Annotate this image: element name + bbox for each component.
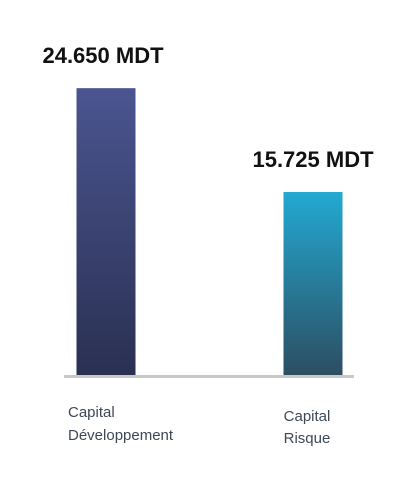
category-labels-group: Capital Développement Capital Risque bbox=[68, 404, 330, 447]
bars-group bbox=[76, 88, 343, 375]
bar-1 bbox=[76, 88, 136, 375]
category-label-2: Capital Risque bbox=[284, 408, 331, 447]
category-label-1: Capital Développement bbox=[68, 404, 174, 444]
value-label-2: 15.725 MDT bbox=[252, 147, 374, 172]
bar-2 bbox=[283, 192, 343, 375]
value-label-1: 24.650 MDT bbox=[42, 43, 164, 68]
value-labels-group: 24.650 MDT 15.725 MDT bbox=[42, 43, 374, 172]
